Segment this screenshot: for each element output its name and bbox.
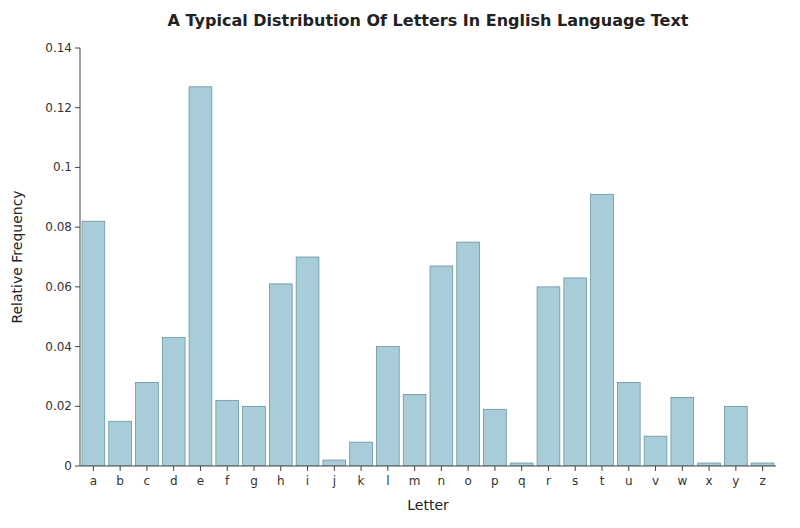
y-tick-label: 0.02	[45, 399, 72, 413]
bar	[457, 242, 480, 466]
y-tick-label: 0.06	[45, 280, 72, 294]
y-tick	[75, 167, 80, 168]
x-tick	[334, 466, 335, 471]
bars	[82, 87, 774, 466]
y-tick-label: 0.04	[45, 340, 72, 354]
bar	[162, 338, 185, 466]
x-tick	[521, 466, 522, 471]
bar	[243, 406, 266, 466]
x-tick	[120, 466, 121, 471]
x-tick	[548, 466, 549, 471]
x-tick	[387, 466, 388, 471]
y-tick	[75, 107, 80, 108]
bar	[591, 194, 614, 466]
bar	[323, 460, 346, 466]
bar	[216, 400, 239, 466]
x-tick-label: k	[358, 474, 365, 488]
x-tick-label: a	[90, 474, 97, 488]
y-tick-label: 0.08	[45, 220, 72, 234]
x-axis-line	[80, 466, 776, 467]
y-tick-label: 0.12	[45, 101, 72, 115]
x-tick-label: q	[518, 474, 526, 488]
y-tick	[75, 286, 80, 287]
bar	[296, 257, 319, 466]
x-tick	[575, 466, 576, 471]
x-tick-label: n	[438, 474, 446, 488]
x-tick-label: o	[464, 474, 471, 488]
x-tick	[709, 466, 710, 471]
bar	[82, 221, 105, 466]
bar	[269, 284, 292, 466]
title: A Typical Distribution Of Letters In Eng…	[168, 11, 689, 30]
y-axis-line	[80, 48, 81, 466]
y-tick-label: 0.14	[45, 41, 72, 55]
x-tick-label: j	[332, 474, 336, 488]
x-tick	[682, 466, 683, 471]
bar	[671, 397, 694, 466]
x-tick	[735, 466, 736, 471]
x-tick	[200, 466, 201, 471]
y-tick-label: 0.1	[53, 160, 72, 174]
y-tick	[75, 466, 80, 467]
chart: 0 0.02 0.04 0.06 0.08 0.1 0.12 0.14 a b c d e f g h i j k l…	[0, 0, 800, 528]
x-tick-label: u	[625, 474, 633, 488]
x-tick-label: w	[677, 474, 687, 488]
x-tick	[361, 466, 362, 471]
x-tick	[227, 466, 228, 471]
bar	[109, 421, 132, 466]
x-tick-label: s	[572, 474, 578, 488]
bar	[403, 394, 426, 466]
x-tick-label: d	[170, 474, 178, 488]
x-tick	[628, 466, 629, 471]
y-tick	[75, 346, 80, 347]
bar	[537, 287, 560, 466]
x-tick-label: z	[759, 474, 765, 488]
bar	[564, 278, 587, 466]
x-tick	[655, 466, 656, 471]
x-tick-label: e	[197, 474, 204, 488]
x-tick	[280, 466, 281, 471]
x-tick-label: y	[732, 474, 739, 488]
y-tick-label: 0	[64, 459, 72, 473]
x-tick-label: f	[225, 474, 230, 488]
y-axis-label: Relative Frequency	[9, 190, 25, 323]
x-tick-label: p	[491, 474, 499, 488]
x-tick	[254, 466, 255, 471]
bar	[430, 266, 453, 466]
y-tick	[75, 227, 80, 228]
bar	[617, 382, 640, 466]
bar	[189, 87, 212, 466]
x-tick-label: x	[706, 474, 713, 488]
x-tick	[307, 466, 308, 471]
x-tick-label: t	[600, 474, 605, 488]
x-tick-label: g	[250, 474, 258, 488]
x-tick	[93, 466, 94, 471]
bar	[484, 409, 507, 466]
x-tick-label: v	[652, 474, 659, 488]
x-tick-label: b	[116, 474, 124, 488]
y-tick	[75, 48, 80, 49]
x-tick	[602, 466, 603, 471]
bar	[724, 406, 747, 466]
bar	[376, 347, 399, 466]
x-tick	[414, 466, 415, 471]
y-tick	[75, 406, 80, 407]
x-tick	[441, 466, 442, 471]
x-tick	[146, 466, 147, 471]
x-tick	[494, 466, 495, 471]
x-tick-label: c	[144, 474, 151, 488]
x-tick-label: r	[546, 474, 551, 488]
x-tick-label: m	[409, 474, 421, 488]
bar	[350, 442, 373, 466]
x-tick-label: i	[306, 474, 309, 488]
x-tick	[468, 466, 469, 471]
bar	[136, 382, 159, 466]
x-tick-label: l	[386, 474, 389, 488]
x-tick-label: h	[277, 474, 285, 488]
x-axis-label: Letter	[407, 497, 449, 513]
x-tick	[762, 466, 763, 471]
x-tick	[173, 466, 174, 471]
bar	[644, 436, 667, 466]
